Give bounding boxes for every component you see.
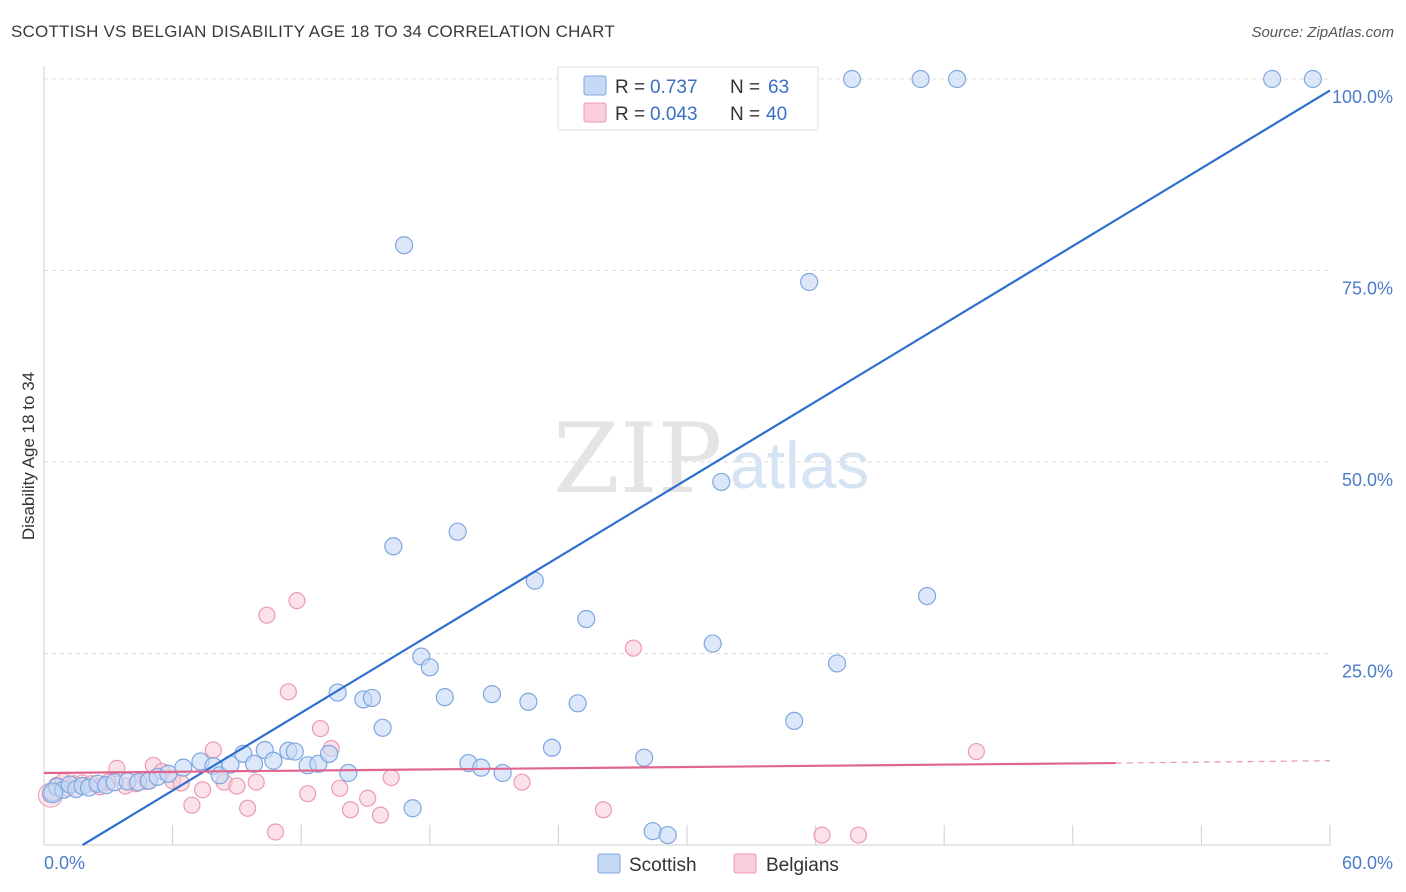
y-tick-label: 25.0% xyxy=(1342,662,1393,682)
scottish-point xyxy=(264,751,283,770)
legend-n-label-belgians: N = xyxy=(730,104,760,125)
scottish-point xyxy=(339,763,358,783)
scottish-point xyxy=(420,658,439,677)
scottish-point xyxy=(244,754,264,773)
watermark-zip: ZIP xyxy=(553,403,722,515)
legend-r-label-scottish: R = xyxy=(615,77,645,98)
scottish-point xyxy=(373,718,392,737)
scottish-point xyxy=(1303,69,1322,89)
belgians-point xyxy=(594,801,613,819)
source-label: Source: ZipAtlas.com xyxy=(1251,24,1394,41)
scottish-point xyxy=(174,758,193,777)
scottish-point xyxy=(542,738,562,757)
y-axis-label: Disability Age 18 to 34 xyxy=(19,372,38,540)
scottish-point xyxy=(917,586,937,606)
scottish-point xyxy=(435,688,454,707)
grid-layer xyxy=(44,78,1330,654)
legend-n-label-scottish: N = xyxy=(730,77,760,98)
scottish-point xyxy=(842,69,862,89)
belgians-series-swatch xyxy=(733,853,757,874)
belgians-point xyxy=(247,773,265,791)
scottish-point xyxy=(703,634,722,653)
belgians-point xyxy=(258,606,276,624)
chart-title: SCOTTISH VS BELGIAN DISABILITY AGE 18 TO… xyxy=(11,22,615,41)
belgians-point xyxy=(331,779,349,797)
trend-lines xyxy=(43,89,1331,846)
belgians-point xyxy=(204,741,222,759)
series-legend: Scottish Belgians xyxy=(597,853,839,876)
scottish-point xyxy=(712,472,731,492)
scottish-point xyxy=(384,537,403,556)
scottish-point xyxy=(403,799,422,818)
x-tick-label: 0.0% xyxy=(44,853,85,873)
belgians-point xyxy=(513,773,531,791)
scottish-point xyxy=(285,742,304,761)
axes-layer xyxy=(43,66,1331,846)
scottish-point xyxy=(362,688,382,708)
watermark-atlas: atlas xyxy=(730,428,869,502)
belgians-point xyxy=(967,742,985,761)
scottish-point xyxy=(827,654,847,673)
scottish-point xyxy=(519,692,538,711)
belgians-point xyxy=(266,823,285,841)
scottish-point xyxy=(577,609,596,629)
belgians-points xyxy=(37,592,985,844)
legend-r-label-belgians: R = xyxy=(615,104,645,125)
belgians-point xyxy=(359,789,377,807)
scottish-series-label: Scottish xyxy=(629,855,697,876)
belgians-point xyxy=(228,777,246,795)
scottish-point xyxy=(947,69,967,89)
belgians-point xyxy=(624,639,643,657)
legend-n-value-scottish: 63 xyxy=(768,77,789,98)
legend-n-value-belgians: 40 xyxy=(766,104,787,125)
scottish-point xyxy=(448,522,467,541)
belgians-point xyxy=(341,801,360,819)
scottish-point xyxy=(472,758,491,777)
belgians-point xyxy=(288,592,306,610)
scottish-series-swatch xyxy=(597,853,621,874)
scottish-point xyxy=(394,236,414,255)
y-tick-label: 75.0% xyxy=(1342,279,1393,299)
scottish-point xyxy=(493,763,512,783)
scottish-point xyxy=(482,684,502,704)
scottish-point xyxy=(319,744,339,763)
belgians-series-label: Belgians xyxy=(766,855,839,876)
scottish-point xyxy=(42,782,64,804)
belgians-point xyxy=(279,683,297,701)
scottish-point xyxy=(911,69,930,89)
belgians-point xyxy=(382,768,400,787)
legend-r-value-scottish: 0.737 xyxy=(650,77,698,98)
legend-r-value-belgians: 0.043 xyxy=(650,104,698,125)
scottish-point xyxy=(635,748,654,767)
x-tick-label: 60.0% xyxy=(1342,853,1393,873)
belgians-point xyxy=(849,826,868,844)
belgians-point xyxy=(239,799,257,817)
belgians-trend-line xyxy=(43,761,1116,775)
belgians-point xyxy=(311,719,330,738)
scottish-point xyxy=(568,694,587,713)
belgians-point xyxy=(183,796,201,814)
scottish-legend-swatch xyxy=(583,75,607,96)
correlation-legend: R = 0.737 N = 63 R = 0.043 N = 40 xyxy=(557,66,819,131)
scottish-point xyxy=(658,825,677,845)
belgians-legend-swatch xyxy=(583,102,607,123)
y-tick-label: 100.0% xyxy=(1332,87,1393,107)
scottish-trend-line xyxy=(82,89,1331,846)
belgians-point xyxy=(194,781,212,799)
scottish-point xyxy=(643,822,662,841)
belgians-trend-extension xyxy=(1115,760,1331,764)
belgians-point xyxy=(299,785,317,803)
y-tick-label: 50.0% xyxy=(1342,470,1393,490)
scottish-point xyxy=(1263,69,1282,89)
watermark: ZIP atlas xyxy=(553,403,869,515)
belgians-point xyxy=(371,806,390,824)
scottish-point xyxy=(785,711,804,731)
belgians-point xyxy=(813,826,831,844)
scottish-point xyxy=(800,272,819,292)
tick-labels: 25.0% 50.0% 75.0% 100.0% 0.0% 60.0% xyxy=(44,87,1393,873)
